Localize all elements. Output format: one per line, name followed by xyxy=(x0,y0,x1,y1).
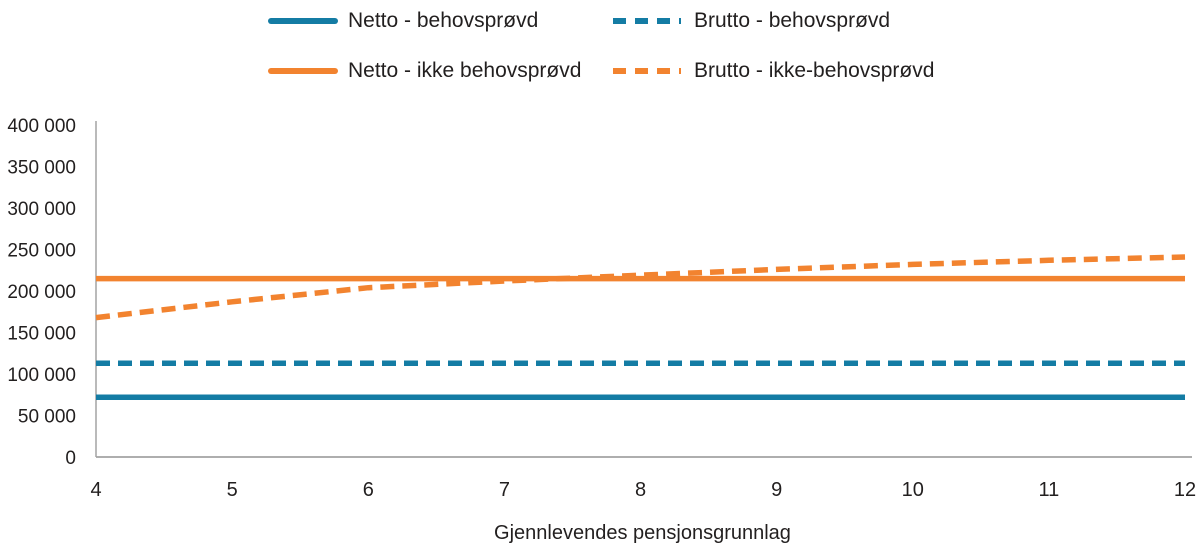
chart-legend: Netto - behovsprøvd Brutto - behovsprøvd… xyxy=(268,6,934,86)
legend-item-brutto-ikke-behovsprovd: Brutto - ikke-behovsprøvd xyxy=(610,56,934,86)
y-tick-label: 400 000 xyxy=(7,116,76,137)
x-tick-label: 11 xyxy=(1038,479,1059,501)
x-tick-label: 4 xyxy=(90,479,101,501)
legend-line-solid-teal-icon xyxy=(268,18,338,24)
x-tick-label: 10 xyxy=(902,479,924,501)
legend-line-dashed-teal-icon xyxy=(613,18,681,24)
y-tick-label: 350 000 xyxy=(7,158,76,179)
legend-line-solid-orange-icon xyxy=(268,68,338,74)
x-tick-label: 7 xyxy=(499,479,510,501)
y-tick-label: 50 000 xyxy=(18,407,76,428)
x-tick-label: 5 xyxy=(227,479,238,501)
legend-label: Netto - ikke behovsprøvd xyxy=(348,59,582,82)
legend-label: Brutto - behovsprøvd xyxy=(694,9,891,32)
y-tick-label: 250 000 xyxy=(7,241,76,262)
legend-item-netto-ikke-behovsprovd: Netto - ikke behovsprøvd xyxy=(268,56,610,86)
y-tick-label: 150 000 xyxy=(7,324,76,345)
y-tick-label: 0 xyxy=(65,448,76,469)
y-tick-label: 100 000 xyxy=(7,365,76,386)
legend-label: Netto - behovsprøvd xyxy=(348,9,539,32)
x-tick-label: 6 xyxy=(363,479,374,501)
x-axis-title: Gjennlevendes pensjonsgrunnlag xyxy=(494,522,791,544)
x-tick-label: 12 xyxy=(1174,479,1196,501)
y-tick-label: 200 000 xyxy=(7,282,76,303)
y-tick-label: 300 000 xyxy=(7,199,76,220)
legend-line-dashed-orange-icon xyxy=(613,68,681,74)
legend-item-brutto-behovsprovd: Brutto - behovsprøvd xyxy=(610,6,934,36)
legend-item-netto-behovsprovd: Netto - behovsprøvd xyxy=(268,6,610,36)
x-tick-label: 8 xyxy=(635,479,646,501)
legend-label: Brutto - ikke-behovsprøvd xyxy=(694,59,935,82)
series-line-3 xyxy=(95,254,1186,321)
x-tick-label: 9 xyxy=(771,479,782,501)
